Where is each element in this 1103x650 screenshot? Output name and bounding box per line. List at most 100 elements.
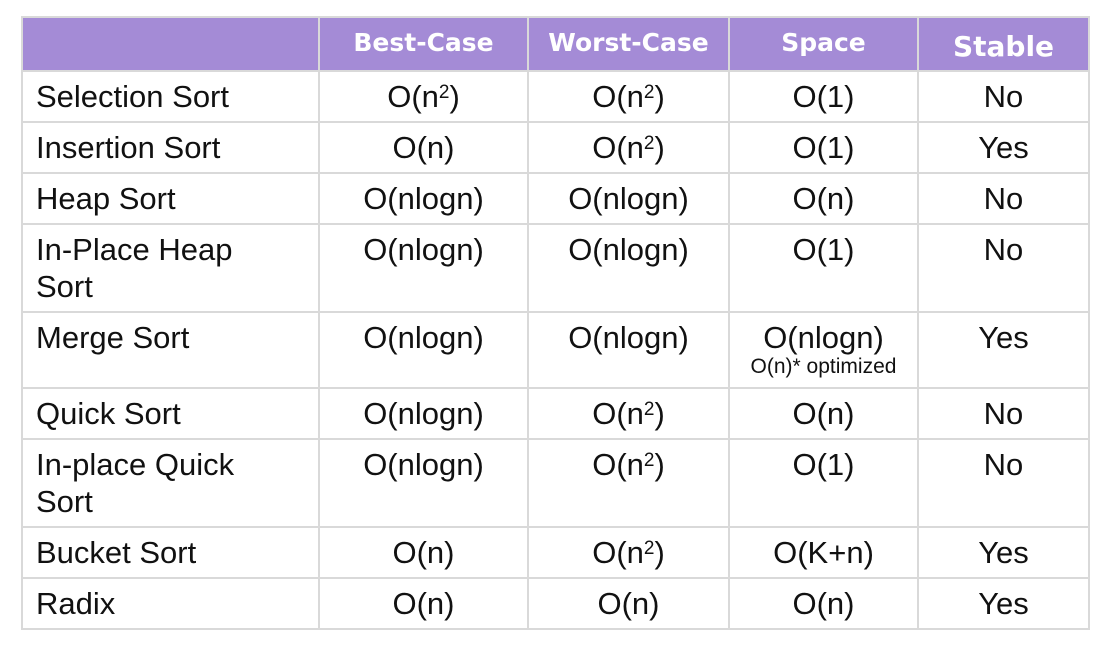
space-note: O(n)* optimized [750,355,897,378]
complexity-base: O(n [387,79,439,114]
space-value: O(n) [792,586,855,621]
complexity-exponent: 2 [643,399,655,420]
stable-cell: No [917,387,1090,440]
algorithm-name: Merge Sort [21,311,320,389]
algorithm-name: Heap Sort [21,172,320,225]
table-row: In-Place Heap Sort O(nlogn) O(nlogn) O(1… [21,223,1090,313]
complexity-base: O(nlogn) [363,396,484,431]
table-row: Radix O(n) O(n) O(n) Yes [21,577,1090,630]
header-cell-best-case: Best-Case [318,16,529,72]
complexity-tail: ) [449,79,460,114]
space-value: O(1) [792,232,855,267]
space-value: O(nlogn) [763,320,884,355]
algorithm-name: Insertion Sort [21,121,320,174]
table-row: Bucket Sort O(n) O(n2) O(K+n) Yes [21,526,1090,579]
complexity-base: O(nlogn) [363,447,484,482]
complexity-tail: ) [654,130,665,165]
worst-case-cell: O(n2) [527,121,730,174]
space-cell: O(1) [728,121,919,174]
space-value: O(1) [792,130,855,165]
complexity-tail: ) [654,535,665,570]
header-cell-empty [21,16,320,72]
complexity-base: O(n [592,79,644,114]
algorithm-name: Bucket Sort [21,526,320,579]
best-case-cell: O(nlogn) [318,223,529,313]
worst-case-cell: O(n) [527,577,730,630]
stable-cell: No [917,70,1090,123]
table-row: Heap Sort O(nlogn) O(nlogn) O(n) No [21,172,1090,225]
sorting-complexity-table: Best-Case Worst-Case Space Stable Select… [21,16,1090,630]
complexity-exponent: 2 [438,82,450,103]
best-case-cell: O(nlogn) [318,438,529,528]
complexity-base: O(nlogn) [363,320,484,355]
complexity-base: O(nlogn) [568,232,689,267]
worst-case-cell: O(nlogn) [527,311,730,389]
complexity-base: O(n [592,396,644,431]
complexity-tail: ) [654,396,665,431]
best-case-cell: O(n2) [318,70,529,123]
best-case-cell: O(n) [318,121,529,174]
stable-cell: Yes [917,311,1090,389]
worst-case-cell: O(n2) [527,438,730,528]
algorithm-name: Radix [21,577,320,630]
space-value: O(1) [792,79,855,114]
complexity-base: O(nlogn) [363,181,484,216]
complexity-base: O(n) [597,586,660,621]
complexity-exponent: 2 [643,450,655,471]
worst-case-cell: O(n2) [527,387,730,440]
complexity-base: O(n [592,130,644,165]
table-row: Selection Sort O(n2) O(n2) O(1) No [21,70,1090,123]
algorithm-name: Quick Sort [21,387,320,440]
best-case-cell: O(nlogn) [318,311,529,389]
stable-cell: No [917,438,1090,528]
header-cell-worst-case: Worst-Case [527,16,730,72]
complexity-base: O(n) [392,130,455,165]
complexity-tail: ) [654,447,665,482]
space-value: O(n) [792,181,855,216]
table-row: Quick Sort O(nlogn) O(n2) O(n) No [21,387,1090,440]
worst-case-cell: O(nlogn) [527,172,730,225]
space-cell: O(n) [728,577,919,630]
complexity-tail: ) [654,79,665,114]
header-cell-space: Space [728,16,919,72]
algorithm-name: In-Place Heap Sort [21,223,320,313]
worst-case-cell: O(n2) [527,526,730,579]
space-value: O(n) [792,396,855,431]
stable-cell: Yes [917,526,1090,579]
space-value: O(1) [792,447,855,482]
space-value: O(K+n) [773,535,874,570]
space-cell: O(n) [728,387,919,440]
best-case-cell: O(n) [318,577,529,630]
space-cell: O(1) [728,223,919,313]
space-cell: O(n) [728,172,919,225]
table-row: In-place Quick Sort O(nlogn) O(n2) O(1) … [21,438,1090,528]
complexity-base: O(nlogn) [568,320,689,355]
complexity-base: O(n) [392,535,455,570]
space-cell: O(1) [728,70,919,123]
best-case-cell: O(nlogn) [318,172,529,225]
header-cell-stable: Stable [917,16,1090,72]
stable-cell: No [917,223,1090,313]
complexity-exponent: 2 [643,82,655,103]
stable-cell: Yes [917,121,1090,174]
complexity-base: O(n [592,535,644,570]
complexity-base: O(n [592,447,644,482]
worst-case-cell: O(nlogn) [527,223,730,313]
algorithm-name: Selection Sort [21,70,320,123]
stable-cell: No [917,172,1090,225]
complexity-base: O(nlogn) [363,232,484,267]
worst-case-cell: O(n2) [527,70,730,123]
complexity-base: O(n) [392,586,455,621]
table-row: Merge Sort O(nlogn) O(nlogn) O(nlogn) O(n… [21,311,1090,389]
header-row: Best-Case Worst-Case Space Stable [21,16,1090,72]
best-case-cell: O(n) [318,526,529,579]
space-cell: O(1) [728,438,919,528]
best-case-cell: O(nlogn) [318,387,529,440]
space-cell: O(nlogn) O(n)* optimized [728,311,919,389]
complexity-exponent: 2 [643,538,655,559]
complexity-base: O(nlogn) [568,181,689,216]
space-cell: O(K+n) [728,526,919,579]
algorithm-name: In-place Quick Sort [21,438,320,528]
table-row: Insertion Sort O(n) O(n2) O(1) Yes [21,121,1090,174]
stable-cell: Yes [917,577,1090,630]
